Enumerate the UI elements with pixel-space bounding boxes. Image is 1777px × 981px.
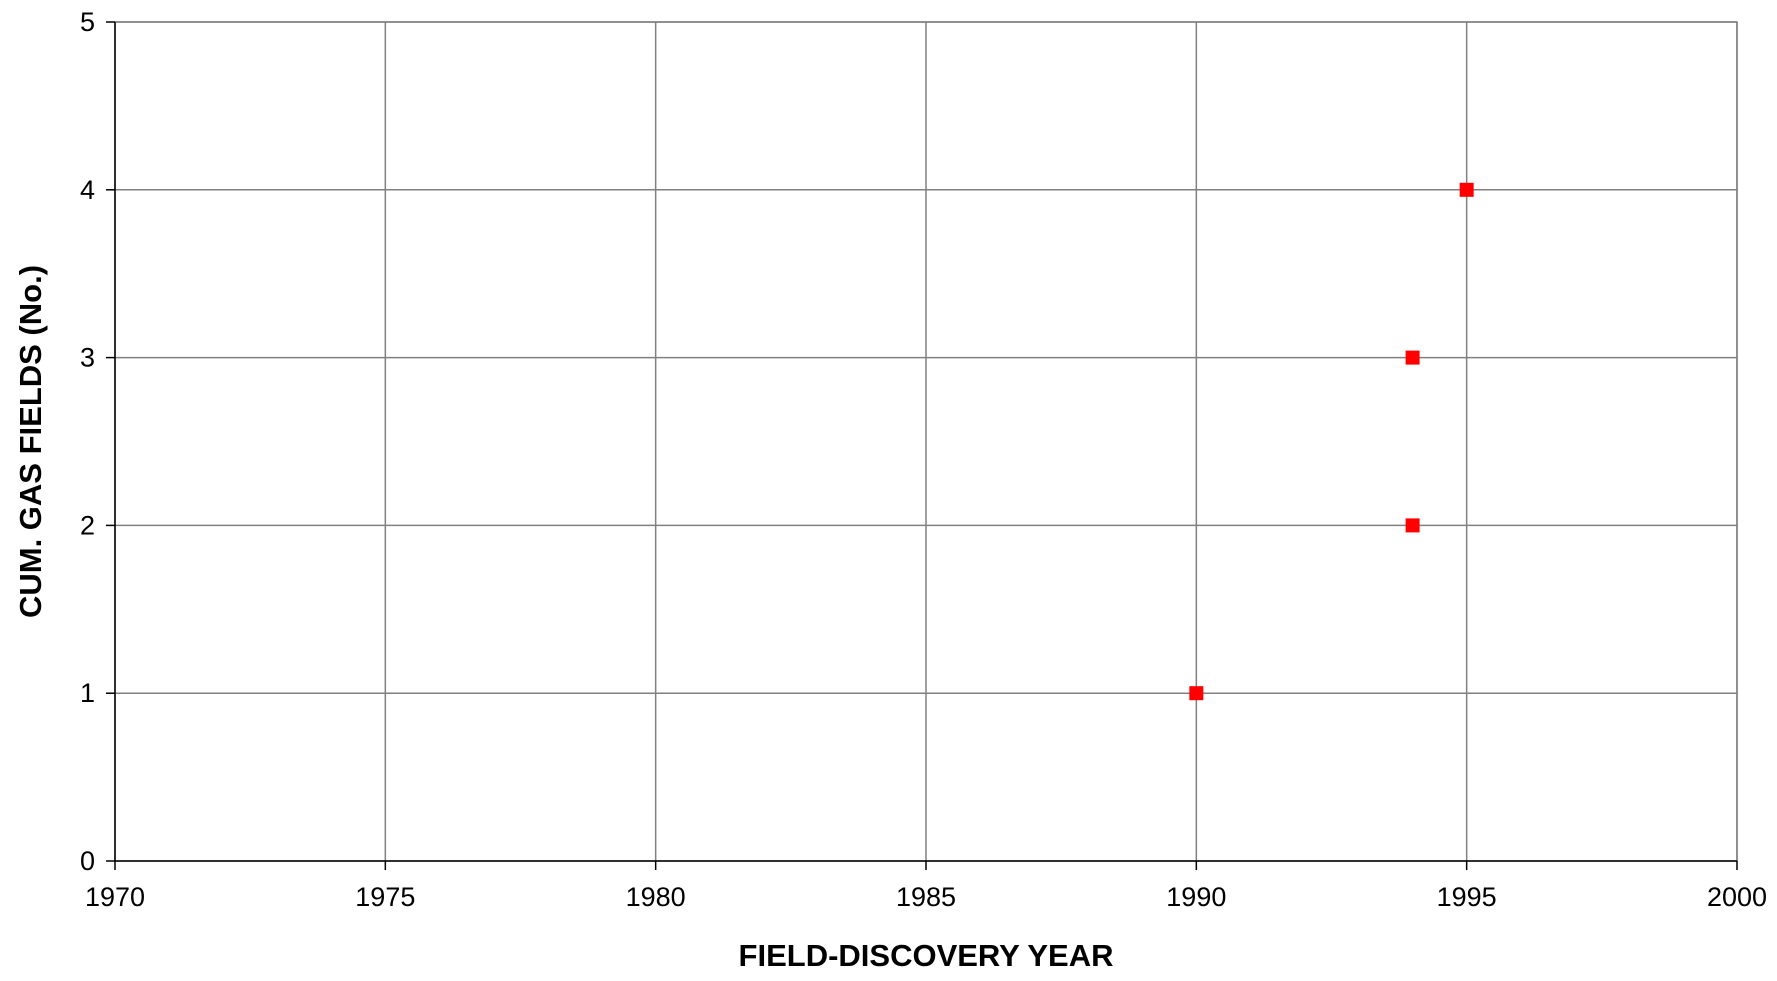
y-tick-label: 5	[80, 7, 95, 37]
x-tick-label: 1990	[1166, 882, 1226, 912]
gridlines	[115, 21, 1738, 861]
x-tick-label: 1985	[896, 882, 956, 912]
axes	[106, 21, 1738, 870]
y-tick-label: 4	[80, 175, 95, 205]
data-point	[1405, 518, 1420, 533]
x-tick-label: 1970	[85, 882, 145, 912]
y-tick-labels: 0 1 2 3 4 5	[80, 7, 95, 876]
data-point	[1189, 686, 1204, 701]
x-tick-label: 2000	[1707, 882, 1767, 912]
x-tick-label: 1980	[626, 882, 686, 912]
y-tick-label: 2	[80, 510, 95, 540]
x-tick-label: 1995	[1437, 882, 1497, 912]
data-point	[1459, 182, 1474, 197]
x-tick-label: 1975	[355, 882, 415, 912]
y-tick-label: 3	[80, 343, 95, 373]
x-axis-title: FIELD-DISCOVERY YEAR	[739, 938, 1114, 973]
x-tick-labels: 1970 1975 1980 1985 1990 1995 2000	[85, 882, 1767, 912]
data-points	[1189, 182, 1474, 701]
data-point	[1405, 350, 1420, 365]
y-tick-label: 0	[80, 846, 95, 876]
y-axis-title: CUM. GAS FIELDS (No.)	[13, 265, 48, 618]
y-tick-label: 1	[80, 678, 95, 708]
